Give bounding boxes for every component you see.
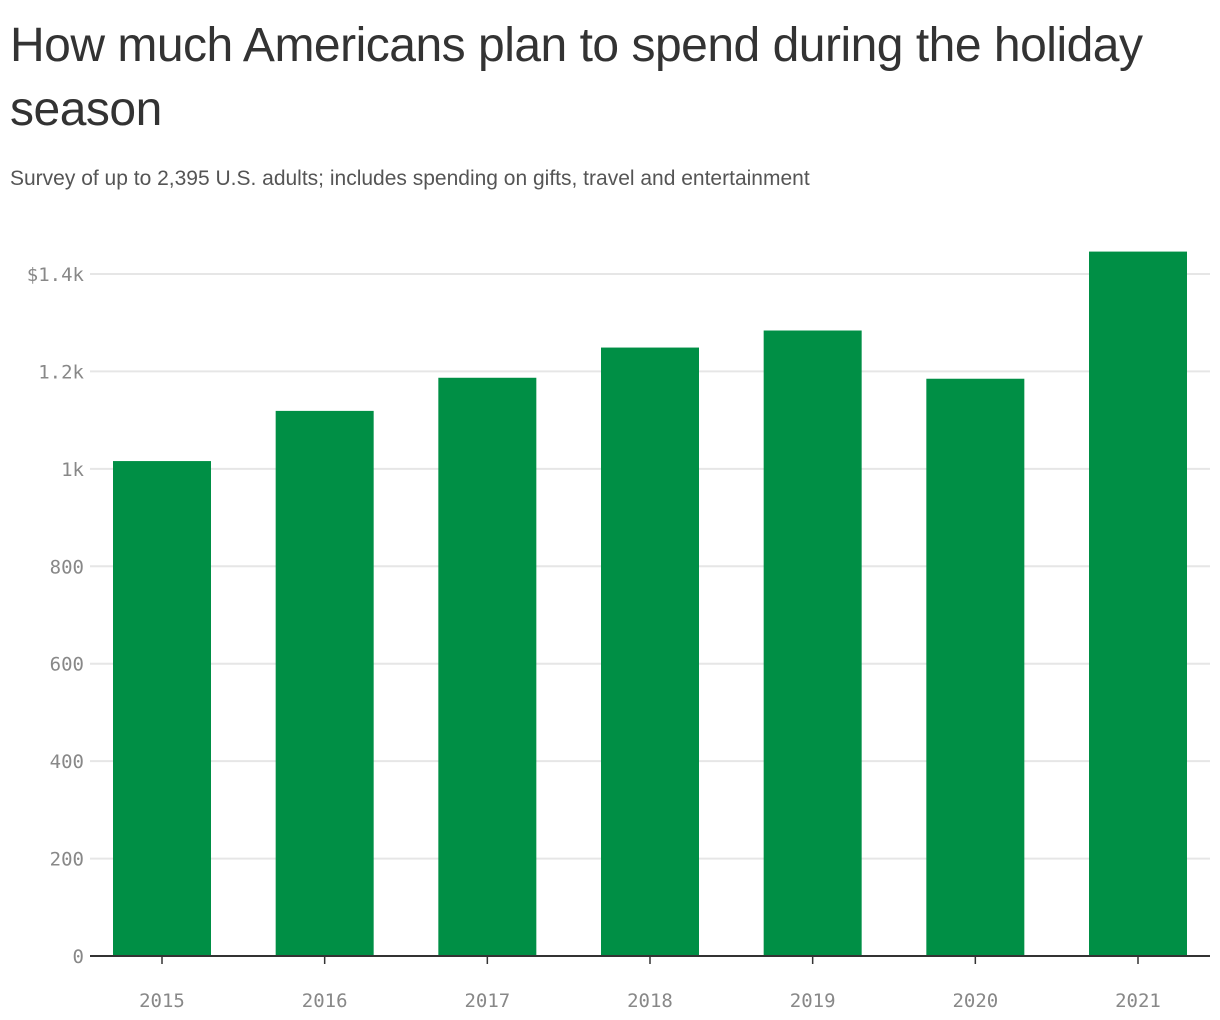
x-tick-label: 2018 xyxy=(627,990,673,1012)
x-tick-label: 2015 xyxy=(139,990,185,1012)
x-tick-label: 2020 xyxy=(952,990,998,1012)
bar-2016 xyxy=(275,410,374,956)
chart-title: How much Americans plan to spend during … xyxy=(10,19,1143,136)
bar-2015 xyxy=(113,461,211,956)
x-tick-label: 2021 xyxy=(1115,990,1161,1012)
bar-2021 xyxy=(1089,251,1187,956)
y-tick-label: 200 xyxy=(50,849,84,871)
y-tick-label: 400 xyxy=(50,751,84,773)
y-tick-label: 600 xyxy=(50,654,84,676)
y-tick-label: 1.2k xyxy=(38,361,84,383)
y-tick-label: 1k xyxy=(61,459,84,481)
bar-2019 xyxy=(763,330,862,957)
y-tick-label: 0 xyxy=(73,946,84,968)
bar-2018 xyxy=(601,347,699,956)
chart-subtitle: Survey of up to 2,395 U.S. adults; inclu… xyxy=(10,167,810,190)
x-tick-label: 2017 xyxy=(464,990,510,1012)
bar-2017 xyxy=(438,377,537,956)
bar-2020 xyxy=(926,378,1025,956)
x-tick-label: 2019 xyxy=(790,990,836,1012)
x-tick-label: 2016 xyxy=(302,990,348,1012)
y-tick-label: $1.4k xyxy=(27,264,85,286)
y-tick-label: 800 xyxy=(50,556,84,578)
